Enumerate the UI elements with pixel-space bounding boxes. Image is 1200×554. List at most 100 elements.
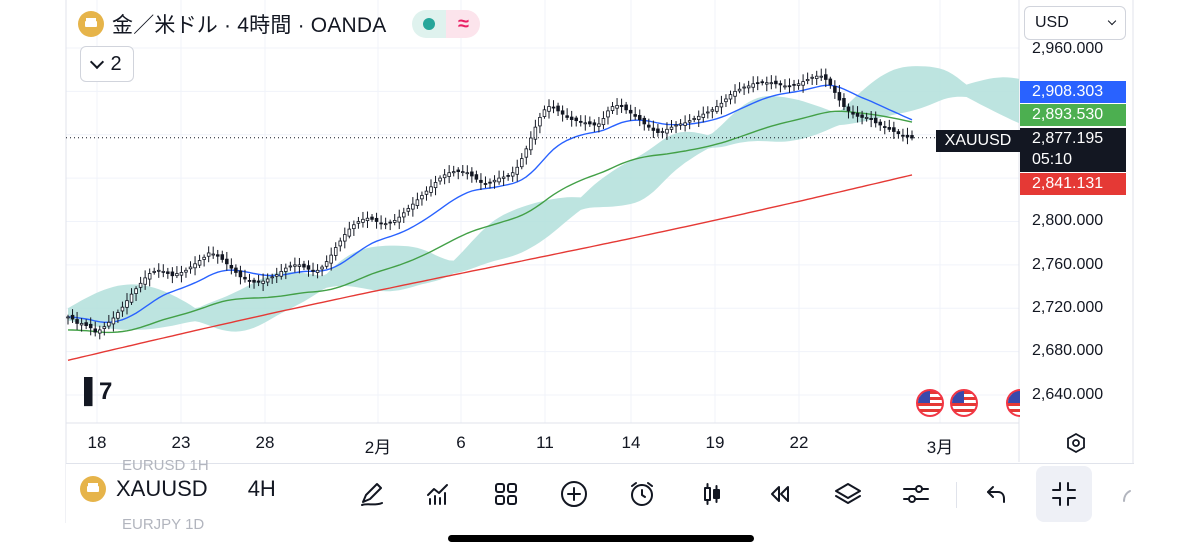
date-tick: 19 <box>705 433 725 452</box>
candle-body <box>370 216 374 220</box>
price-tick: 2,640.000 <box>1032 386 1104 403</box>
market-open-icon[interactable] <box>412 10 447 38</box>
candle-body <box>510 172 515 177</box>
candle-body <box>824 74 828 80</box>
fullscreen-exit-icon[interactable] <box>1036 466 1092 522</box>
candle-body <box>156 269 161 272</box>
candle-body <box>202 256 206 260</box>
candle-body <box>333 247 338 256</box>
tradingview-logo-icon: ▌7 <box>84 378 112 405</box>
candle-body <box>465 172 470 175</box>
candle-body <box>742 86 746 89</box>
candle-body <box>206 252 211 257</box>
candle-body <box>565 115 569 118</box>
layout-grid-icon[interactable] <box>488 476 524 512</box>
candle-body <box>352 224 356 230</box>
candle-body <box>256 280 261 283</box>
market-status[interactable]: ≈ <box>412 10 481 38</box>
undo-icon[interactable] <box>978 476 1014 512</box>
candle-body <box>152 270 156 273</box>
delayed-data-icon[interactable]: ≈ <box>446 10 481 38</box>
replay-icon[interactable] <box>762 476 798 512</box>
candle-body <box>515 166 519 175</box>
candle-body <box>624 104 628 111</box>
interval-button[interactable]: 4H <box>247 476 276 501</box>
layers-icon[interactable] <box>830 476 866 512</box>
more-tools-icon[interactable] <box>1112 476 1134 512</box>
date-tick: 22 <box>789 433 809 452</box>
ghost-symbol-row: EURJPY 1D <box>122 516 205 533</box>
candle-body <box>547 106 551 112</box>
currency-value: USD <box>1035 14 1069 31</box>
candle-body <box>574 117 578 122</box>
ichimoku-cloud <box>68 66 1019 332</box>
candle-body <box>597 123 601 127</box>
alert-icon[interactable] <box>624 476 660 512</box>
candle-body <box>229 265 234 269</box>
indicators-icon[interactable] <box>420 476 456 512</box>
candle-body <box>170 271 175 277</box>
candle-body <box>520 158 524 168</box>
candle-body <box>583 122 588 125</box>
candle-body <box>70 314 75 320</box>
indicator-count: 2 <box>110 52 122 75</box>
candle-body <box>147 273 152 280</box>
candle-body <box>669 126 674 130</box>
chart-settings-icon[interactable] <box>1065 432 1087 459</box>
candle-body <box>833 86 837 93</box>
candle-body <box>129 293 134 303</box>
candle-body <box>765 82 769 85</box>
candle-body <box>678 123 683 126</box>
symbol-selector[interactable]: XAUUSD 4H <box>80 476 276 502</box>
candle-body <box>538 117 542 127</box>
candle-body <box>184 269 188 273</box>
candle-body <box>343 234 347 242</box>
candle-body <box>247 280 252 282</box>
candle-body <box>887 127 892 130</box>
chevron-down-icon <box>90 54 105 69</box>
candles-icon[interactable] <box>694 476 730 512</box>
candle-body <box>905 134 910 138</box>
candle-body <box>188 266 193 270</box>
ghost-symbol-row: EURUSD 1H <box>122 457 209 474</box>
candle-body <box>569 116 574 120</box>
candle-body <box>796 83 801 86</box>
currency-select[interactable]: USD <box>1024 6 1126 40</box>
settings-sliders-icon[interactable] <box>898 476 934 512</box>
candle-body <box>492 179 497 183</box>
candle-body <box>111 317 116 325</box>
us-flag-icon[interactable] <box>950 389 978 417</box>
candle-body <box>651 127 656 131</box>
ema-red-line <box>67 174 913 361</box>
candle-body <box>161 270 166 273</box>
date-tick: 3月 <box>926 438 954 457</box>
candle-body <box>415 199 420 206</box>
add-icon[interactable] <box>556 476 592 512</box>
draw-icon[interactable] <box>354 476 390 512</box>
candle-body <box>706 111 710 114</box>
candle-body <box>461 171 465 174</box>
candle-body <box>442 174 447 179</box>
candle-body <box>315 269 320 273</box>
candle-body <box>406 208 411 212</box>
ema-green-price-tag: 2,893.530 <box>1020 104 1126 126</box>
candle-body <box>755 82 760 85</box>
candle-body <box>805 79 810 82</box>
chart-title[interactable]: 金／米ドル · 4時間 · OANDA <box>112 14 387 37</box>
candle-body <box>683 122 687 126</box>
us-flag-icon[interactable] <box>916 389 944 417</box>
candle-body <box>420 195 424 200</box>
candle-body <box>383 223 388 226</box>
candle-body <box>211 253 215 256</box>
candle-body <box>819 75 824 78</box>
candle-body <box>869 118 873 120</box>
candle-body <box>324 261 329 267</box>
candle-body <box>293 264 297 267</box>
indicator-collapse-button[interactable]: 2 <box>80 46 134 82</box>
candle-body <box>719 102 724 108</box>
candle-body <box>760 81 765 84</box>
candle-body <box>220 254 225 260</box>
current-price-tag: 2,877.195 05:10 <box>1020 128 1126 172</box>
date-tick: 6 <box>456 433 466 452</box>
